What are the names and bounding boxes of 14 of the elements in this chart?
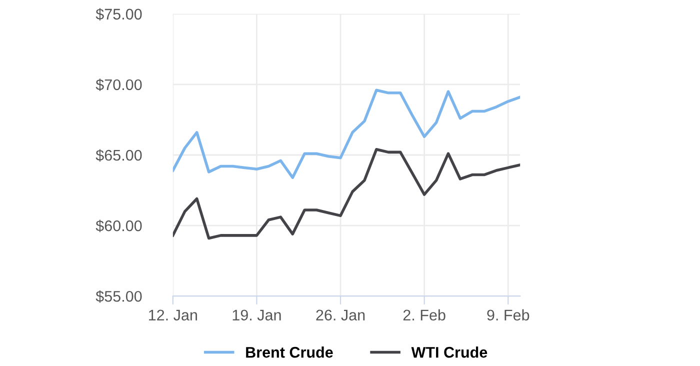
x-tick-label: 19. Jan — [232, 310, 281, 321]
y-tick-label: $65.00 — [96, 149, 142, 162]
line-series — [172, 148, 520, 240]
legend-label: WTI Crude — [411, 346, 488, 358]
x-tick-label: 9. Feb — [487, 309, 530, 321]
y-tick-label: $70.00 — [96, 78, 142, 92]
legend-label: Brent Crude — [246, 346, 333, 358]
y-tick-label: $55.00 — [96, 290, 142, 303]
x-tick-label: 26. Jan — [316, 310, 365, 321]
x-tick-label: 2. Feb — [403, 309, 446, 321]
x-tick-label: 12. Jan — [149, 310, 197, 321]
y-tick-label: $60.00 — [96, 220, 142, 232]
line-series — [172, 88, 520, 179]
y-tick-label: $75.00 — [96, 8, 142, 21]
